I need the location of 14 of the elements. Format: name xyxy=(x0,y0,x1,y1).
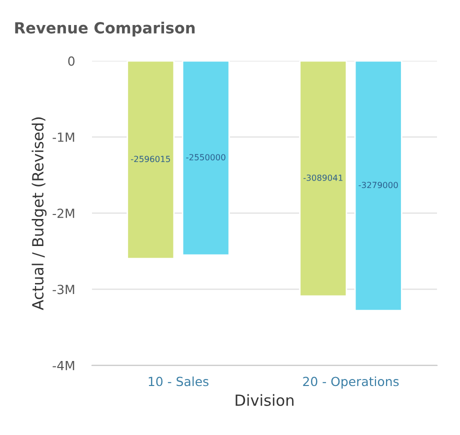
x-axis-title: Division xyxy=(236,394,294,406)
y-tick-label: -4M xyxy=(52,361,74,370)
y-tick-label: -2M xyxy=(52,208,74,218)
data-label: -3279000 xyxy=(358,182,398,188)
y-axis-title: Actual / Budget (Revised) xyxy=(32,117,47,310)
data-label: -3089041 xyxy=(303,174,342,181)
data-label: -2596015 xyxy=(130,156,170,162)
data-label: -2550000 xyxy=(186,154,226,160)
y-tick-label: 0 xyxy=(68,56,75,66)
x-tick-label: 10 - Sales xyxy=(148,376,208,386)
y-tick-label: -3M xyxy=(52,284,74,294)
chart-title: Revenue Comparison xyxy=(15,22,195,37)
y-tick-label: -1M xyxy=(52,132,74,142)
x-tick-label: 20 - Operations xyxy=(303,376,399,389)
